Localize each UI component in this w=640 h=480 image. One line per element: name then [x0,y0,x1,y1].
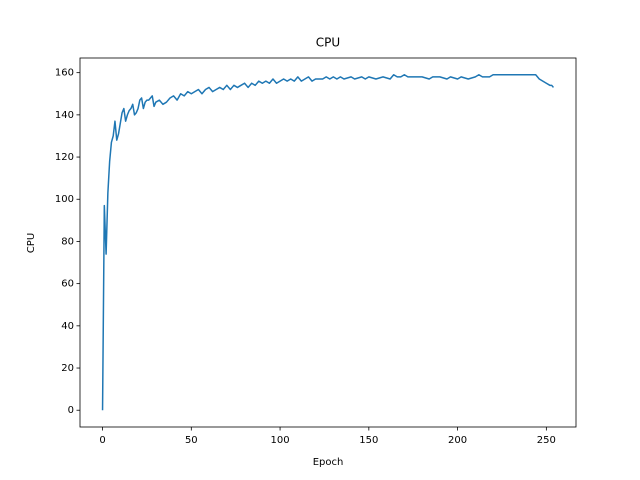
x-tick-label: 200 [448,435,467,446]
y-tick-label: 80 [61,236,74,247]
x-tick-label: 100 [271,435,290,446]
y-tick-label: 60 [61,279,74,290]
x-tick-label: 250 [537,435,556,446]
y-tick-label: 120 [55,152,74,163]
y-axis-label: CPU [26,233,37,253]
axes-frame [79,57,577,428]
y-tick-label: 0 [68,405,74,416]
x-axis-label: Epoch [313,457,344,468]
y-tick-label: 40 [61,321,74,332]
data-line [101,74,555,411]
y-tick-label: 140 [55,110,74,121]
chart-title: CPU [316,36,340,50]
x-tick-label: 50 [185,435,198,446]
y-tick-label: 100 [55,194,74,205]
y-tick-label: 160 [55,68,74,79]
y-tick-label: 20 [61,363,74,374]
x-tick-label: 0 [99,435,105,446]
x-tick-label: 150 [359,435,378,446]
